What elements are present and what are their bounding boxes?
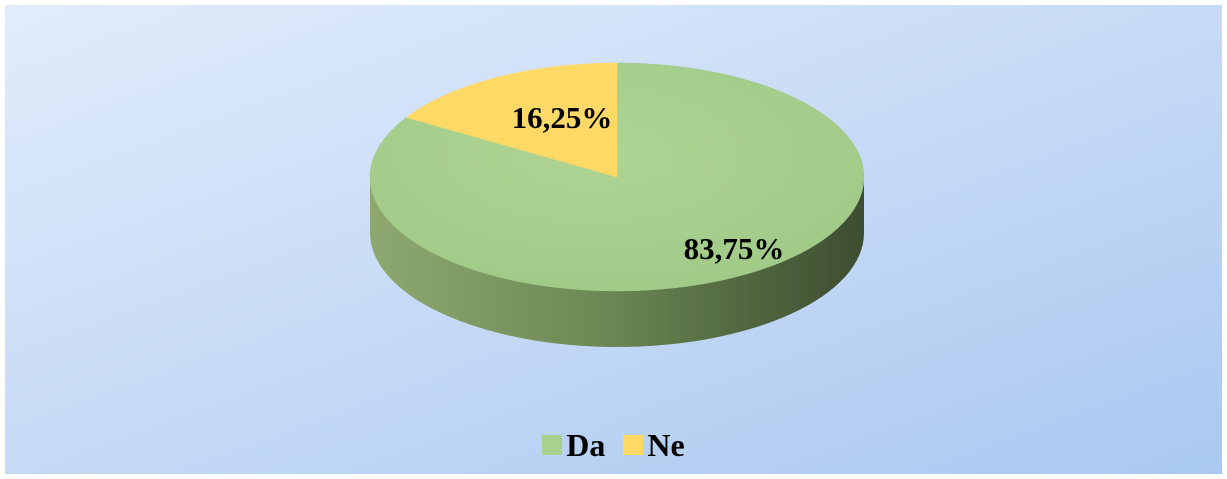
legend-swatch-ne (623, 435, 644, 455)
pie-side-wall (370, 177, 864, 347)
data-label-ne: 16,25% (512, 100, 613, 135)
legend-entry-ne: Ne (623, 426, 685, 464)
pie-chart: 83,75% 16,25% (369, 62, 865, 347)
legend: Da Ne (5, 425, 1222, 465)
pie-side-segment-da (370, 177, 864, 347)
legend-label-da: Da (566, 426, 606, 463)
legend-entry-da: Da (542, 427, 605, 464)
pie-slice-ne (405, 62, 618, 178)
data-label-da: 83,75% (684, 231, 785, 266)
legend-label-ne: Ne (647, 426, 685, 463)
chart-area: 83,75% 16,25% Da Ne (5, 5, 1222, 474)
pie-data-labels: 83,75% 16,25% (512, 100, 785, 266)
pie-top-face (369, 62, 865, 292)
legend-swatch-da (542, 435, 563, 455)
